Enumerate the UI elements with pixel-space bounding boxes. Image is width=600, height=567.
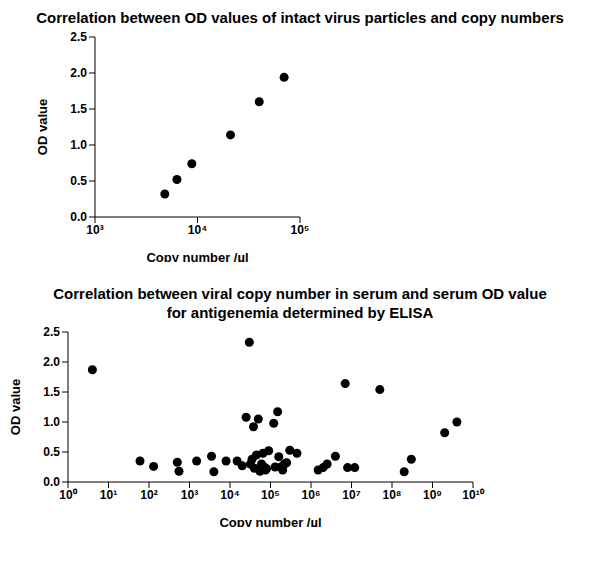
svg-text:0.5: 0.5 (70, 174, 87, 188)
html-text:Correlation between OD values: Correlation between OD values of intact … (36, 9, 564, 26)
svg-text:2.5: 2.5 (70, 30, 87, 44)
svg-text:Copy number /µl: Copy number /µl (146, 250, 248, 262)
svg-text:10¹: 10¹ (100, 488, 117, 502)
svg-text:10⁷: 10⁷ (342, 488, 360, 502)
svg-text:2.0: 2.0 (70, 66, 87, 80)
svg-text:10⁴: 10⁴ (188, 223, 207, 237)
svg-text:10⁵: 10⁵ (261, 488, 280, 502)
svg-text:1.5: 1.5 (43, 385, 60, 399)
svg-text:10⁹: 10⁹ (423, 488, 442, 502)
svg-text:10²: 10² (140, 488, 157, 502)
svg-text:2.0: 2.0 (43, 355, 60, 369)
svg-text:1.5: 1.5 (70, 102, 87, 116)
svg-text:10⁴: 10⁴ (220, 488, 239, 502)
svg-text:10⁶: 10⁶ (302, 488, 321, 502)
svg-text:0.5: 0.5 (43, 445, 60, 459)
svg-text:0.0: 0.0 (70, 210, 87, 224)
svg-text:Copy number /µl: Copy number /µl (219, 515, 321, 527)
svg-text:OD value: OD value (35, 99, 50, 155)
svg-text:OD value: OD value (8, 379, 23, 435)
svg-text:10¹⁰: 10¹⁰ (462, 488, 484, 502)
svg-text:10⁰: 10⁰ (59, 488, 77, 502)
svg-text:10⁵: 10⁵ (291, 223, 310, 237)
svg-text:2.5: 2.5 (43, 325, 60, 339)
svg-text:0.0: 0.0 (43, 475, 60, 489)
svg-text:10³: 10³ (181, 488, 198, 502)
svg-text:10⁸: 10⁸ (382, 488, 401, 502)
svg-text:10³: 10³ (86, 223, 103, 237)
svg-text:1.0: 1.0 (43, 415, 60, 429)
svg-text:1.0: 1.0 (70, 138, 87, 152)
html-text:Correlation between viral copy: Correlation between viral copy number in… (53, 285, 547, 321)
